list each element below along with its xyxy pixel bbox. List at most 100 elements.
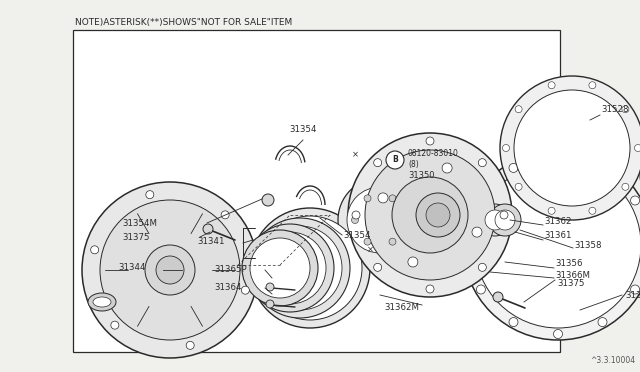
Ellipse shape xyxy=(258,226,342,310)
Circle shape xyxy=(476,196,485,205)
Circle shape xyxy=(203,224,213,234)
Bar xyxy=(73,30,560,352)
Text: ^3.3.10004: ^3.3.10004 xyxy=(590,356,635,365)
Circle shape xyxy=(426,285,434,293)
Text: 31344: 31344 xyxy=(118,263,145,273)
Circle shape xyxy=(378,193,388,203)
Ellipse shape xyxy=(365,150,495,280)
Text: 31362: 31362 xyxy=(544,218,572,227)
Circle shape xyxy=(389,238,396,245)
Circle shape xyxy=(630,196,639,205)
Ellipse shape xyxy=(463,150,640,340)
Text: (8): (8) xyxy=(408,160,419,169)
Ellipse shape xyxy=(156,256,184,284)
Circle shape xyxy=(509,318,518,327)
Circle shape xyxy=(401,217,408,224)
Circle shape xyxy=(622,106,629,113)
Circle shape xyxy=(426,137,434,145)
Ellipse shape xyxy=(475,162,640,328)
Text: B: B xyxy=(392,155,398,164)
Circle shape xyxy=(386,151,404,169)
Circle shape xyxy=(500,211,508,219)
Ellipse shape xyxy=(514,90,630,206)
Circle shape xyxy=(364,238,371,245)
Circle shape xyxy=(478,159,486,167)
Circle shape xyxy=(548,82,555,89)
Text: 31362M: 31362M xyxy=(384,304,419,312)
Ellipse shape xyxy=(495,210,515,230)
Text: 31354: 31354 xyxy=(343,231,371,240)
Circle shape xyxy=(476,285,485,294)
Circle shape xyxy=(502,144,509,151)
Ellipse shape xyxy=(145,245,195,295)
Circle shape xyxy=(598,318,607,327)
Circle shape xyxy=(374,159,381,167)
Text: 31350: 31350 xyxy=(408,170,435,180)
Ellipse shape xyxy=(250,238,310,298)
Circle shape xyxy=(241,286,250,294)
Circle shape xyxy=(465,241,474,250)
Circle shape xyxy=(374,263,381,271)
Ellipse shape xyxy=(489,204,521,236)
Text: 31356: 31356 xyxy=(555,260,582,269)
Ellipse shape xyxy=(347,187,413,253)
Circle shape xyxy=(554,151,563,160)
Ellipse shape xyxy=(426,203,450,227)
Ellipse shape xyxy=(250,208,370,328)
Circle shape xyxy=(408,257,418,267)
Ellipse shape xyxy=(485,210,505,230)
Circle shape xyxy=(91,246,99,254)
Text: 08120-83010: 08120-83010 xyxy=(408,148,459,157)
Text: 31361: 31361 xyxy=(544,231,572,241)
Circle shape xyxy=(146,191,154,199)
Text: 31358: 31358 xyxy=(574,241,602,250)
Circle shape xyxy=(186,341,194,349)
Text: 31528: 31528 xyxy=(601,106,628,115)
Text: 31364: 31364 xyxy=(214,282,241,292)
Ellipse shape xyxy=(100,200,240,340)
Circle shape xyxy=(351,217,358,224)
Ellipse shape xyxy=(500,76,640,220)
Circle shape xyxy=(478,263,486,271)
Ellipse shape xyxy=(242,230,318,306)
Text: NOTE)ASTERISK(**)SHOWS"NOT FOR SALE"ITEM: NOTE)ASTERISK(**)SHOWS"NOT FOR SALE"ITEM xyxy=(75,17,292,26)
Ellipse shape xyxy=(88,293,116,311)
Text: 31366: 31366 xyxy=(625,292,640,301)
Circle shape xyxy=(509,163,518,173)
Text: 31354M: 31354M xyxy=(122,218,157,228)
Ellipse shape xyxy=(93,297,111,307)
Circle shape xyxy=(554,330,563,339)
Circle shape xyxy=(472,227,482,237)
Circle shape xyxy=(589,207,596,214)
Circle shape xyxy=(548,207,555,214)
Circle shape xyxy=(515,183,522,190)
Ellipse shape xyxy=(416,193,460,237)
Circle shape xyxy=(493,292,503,302)
Text: 31375: 31375 xyxy=(122,232,150,241)
Circle shape xyxy=(442,163,452,173)
Ellipse shape xyxy=(392,177,468,253)
Text: 31341: 31341 xyxy=(197,237,225,247)
Ellipse shape xyxy=(479,204,511,236)
Circle shape xyxy=(589,82,596,89)
Circle shape xyxy=(266,283,274,291)
Ellipse shape xyxy=(338,178,422,262)
Ellipse shape xyxy=(348,133,512,297)
Ellipse shape xyxy=(82,182,258,358)
Circle shape xyxy=(630,285,639,294)
Text: ×: × xyxy=(367,246,374,254)
Ellipse shape xyxy=(254,232,326,304)
Text: 31354: 31354 xyxy=(289,125,317,135)
Text: 31366M: 31366M xyxy=(555,272,590,280)
Circle shape xyxy=(352,211,360,219)
Circle shape xyxy=(389,195,396,202)
Circle shape xyxy=(262,194,274,206)
Circle shape xyxy=(364,195,371,202)
Text: 31375: 31375 xyxy=(557,279,584,288)
Circle shape xyxy=(515,106,522,113)
Ellipse shape xyxy=(250,218,350,318)
Circle shape xyxy=(111,321,119,329)
Ellipse shape xyxy=(258,216,362,320)
Ellipse shape xyxy=(246,224,334,312)
Circle shape xyxy=(598,163,607,173)
